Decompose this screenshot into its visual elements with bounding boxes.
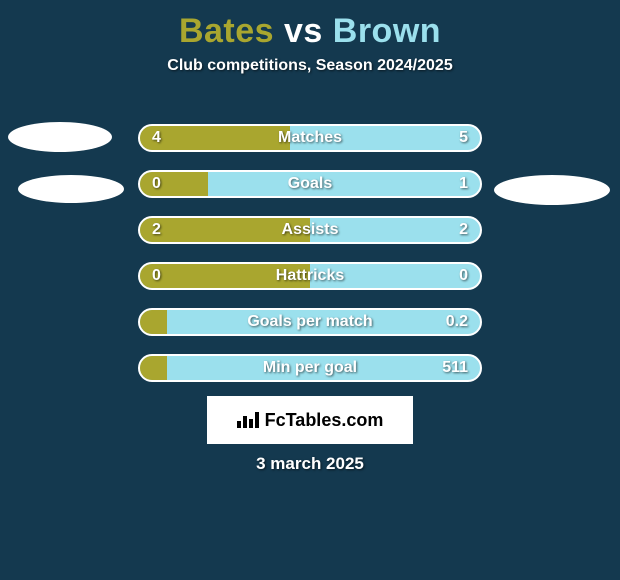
player-left-photo-2 (18, 175, 124, 203)
stat-bar-left-fill (140, 310, 167, 334)
stat-bar: 0.2 Goals per match (138, 308, 482, 336)
page-title: Bates vs Brown (10, 12, 610, 51)
stat-bar: 0 1 Goals (138, 170, 482, 198)
stat-bar: 0 0 Hattricks (138, 262, 482, 290)
subtitle: Club competitions, Season 2024/2025 (10, 57, 610, 75)
stat-label: Goals (288, 175, 332, 193)
stat-label: Hattricks (276, 267, 344, 285)
bar-chart-icon (237, 412, 259, 428)
stat-right-value: 1 (459, 175, 468, 193)
title-right-player: Brown (333, 12, 441, 50)
stat-left-value: 0 (152, 267, 161, 285)
stat-bar-left-fill (140, 172, 208, 196)
fctables-logo: FcTables.com (207, 396, 413, 444)
date-line: 3 march 2025 (256, 454, 364, 474)
stat-bar-left-fill (140, 356, 167, 380)
stat-bar: 511 Min per goal (138, 354, 482, 382)
stat-bar-left-fill (140, 126, 290, 150)
title-left-player: Bates (179, 12, 274, 50)
stat-bar: 2 2 Assists (138, 216, 482, 244)
stat-bar: 4 5 Matches (138, 124, 482, 152)
stat-left-value: 0 (152, 175, 161, 193)
player-right-photo (494, 175, 610, 205)
player-left-photo (8, 122, 112, 152)
stat-label: Min per goal (263, 359, 357, 377)
stat-right-value: 0.2 (446, 313, 468, 331)
stat-label: Assists (282, 221, 339, 239)
stat-right-value: 0 (459, 267, 468, 285)
stat-right-value: 5 (459, 129, 468, 147)
stat-right-value: 511 (442, 359, 468, 377)
stat-label: Goals per match (247, 313, 372, 331)
stat-left-value: 4 (152, 129, 161, 147)
stat-right-value: 2 (459, 221, 468, 239)
comparison-card: Bates vs Brown Club competitions, Season… (0, 0, 620, 580)
logo-text: FcTables.com (265, 410, 384, 431)
title-vs: vs (284, 12, 333, 50)
stat-label: Matches (278, 129, 342, 147)
stat-left-value: 2 (152, 221, 161, 239)
